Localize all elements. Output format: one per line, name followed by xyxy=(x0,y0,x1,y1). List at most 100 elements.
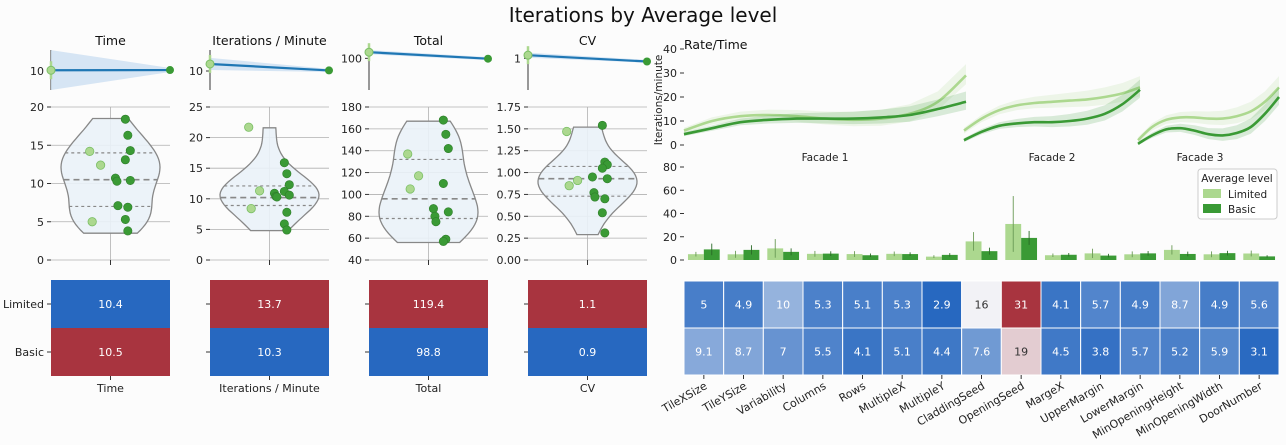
violin-basic-point xyxy=(112,176,122,186)
rate-facet-label: Facade 2 xyxy=(1029,152,1076,164)
heatmap-cell-label: 7 xyxy=(780,346,787,359)
violin-basic-point xyxy=(272,192,282,202)
violin-basic-point xyxy=(282,207,292,217)
heatmap-cell-label: 4.9 xyxy=(1211,299,1229,312)
violin-basic-point xyxy=(602,174,612,184)
heat-row-label: Limited xyxy=(3,298,44,311)
violin-basic-point xyxy=(284,190,294,200)
violin-basic-point xyxy=(587,172,597,182)
violin-basic-point xyxy=(120,214,130,224)
heatmap-cell xyxy=(921,327,963,376)
heatmap-cell-label: 5.9 xyxy=(1211,346,1229,359)
rate-basic-line xyxy=(1137,96,1281,145)
bar-basic xyxy=(981,251,998,260)
violin-ytick-label: 20 xyxy=(30,101,44,114)
violin-body xyxy=(378,120,479,244)
heatmap-cell-label: 5 xyxy=(700,299,707,312)
violin-ytick-label: 20 xyxy=(189,132,203,145)
heatmap-cell-label: 2.9 xyxy=(933,299,951,312)
violin-ytick-label: 1.50 xyxy=(497,123,522,136)
violin-basic-point xyxy=(113,201,123,211)
bar-basic xyxy=(1219,253,1236,260)
rate-ytick-label: 0 xyxy=(670,139,677,152)
heatmap-cell-label: 4.1 xyxy=(854,346,872,359)
violin-ytick-label: 120 xyxy=(341,167,362,180)
heatmap-cell-label: 16 xyxy=(975,299,989,312)
violin-limited-point xyxy=(413,171,424,181)
violin-limited-point xyxy=(564,181,574,191)
legend-label: Limited xyxy=(1228,189,1267,201)
rate-ytick-label: 20 xyxy=(663,91,677,104)
violin-ytick-label: 0 xyxy=(196,254,203,267)
trend-limited-marker xyxy=(46,65,56,75)
heatmap-cell xyxy=(961,327,1002,376)
violin-ytick-label: 160 xyxy=(341,123,362,136)
heatmap-cell-label: 10 xyxy=(776,299,790,312)
legend-swatch xyxy=(1203,189,1221,198)
violin-ytick-label: 80 xyxy=(348,210,362,223)
heatmap-cell-label: 5.7 xyxy=(1131,346,1149,359)
rate-basic-line xyxy=(683,100,967,136)
panel-title: CV xyxy=(579,33,597,48)
bar-basic xyxy=(783,251,800,260)
panel-total: Total 100 40 60 80 100 120 140 160 180 119.4 98.8 To… xyxy=(341,33,492,395)
violin-ytick-label: 60 xyxy=(348,232,362,245)
heat-cell-label: 98.8 xyxy=(416,346,441,359)
trend-ytick-label: 10 xyxy=(189,65,203,78)
trend-limited-marker xyxy=(205,59,215,69)
violin-body xyxy=(60,117,161,234)
violin-basic-point xyxy=(120,114,130,124)
bar-basic xyxy=(822,253,839,260)
heat-cell-label: 1.1 xyxy=(579,298,597,311)
bar-limited xyxy=(886,253,903,260)
rate-facet: Facade 3 xyxy=(1137,76,1281,164)
heatmap-cell xyxy=(842,280,883,329)
bar-ytick-label: 0 xyxy=(670,254,677,267)
panel-time: Time 10 0 5 10 15 20 10.4 Limited 10.5 Basic Time xyxy=(3,33,174,395)
rate-ytick-label: 30 xyxy=(663,67,677,80)
rate-limited-band xyxy=(964,76,1140,134)
violin-ytick-label: 5 xyxy=(196,223,203,236)
trend-line xyxy=(527,54,648,63)
panel-xlabel: Total xyxy=(415,382,442,395)
trend-limited-marker xyxy=(364,47,374,57)
heatmap-cell-label: 8.7 xyxy=(1171,299,1189,312)
violin-body xyxy=(219,127,320,232)
violin-basic-point xyxy=(438,236,448,246)
bar-basic xyxy=(1100,255,1117,260)
heatmap-cell xyxy=(723,327,764,376)
heat-cell-label: 0.9 xyxy=(579,346,597,359)
trend-line xyxy=(368,51,489,60)
violin-ytick-label: 0 xyxy=(37,254,44,267)
heatmap-cell-label: 5.7 xyxy=(1092,299,1110,312)
violin-basic-point xyxy=(597,120,607,130)
bar-basic xyxy=(743,249,760,260)
heat-row-label: Basic xyxy=(15,346,44,359)
rate-limited-band xyxy=(1138,76,1279,144)
rate-ylabel: Iterations/minute xyxy=(653,55,665,146)
heatmap-cell-label: 9.1 xyxy=(695,346,713,359)
rate-basic-band xyxy=(964,79,1140,143)
bar-basic xyxy=(902,254,919,260)
trend-ytick-label: 10 xyxy=(30,65,44,78)
violin-ytick-label: 140 xyxy=(341,145,362,158)
violin-basic-point xyxy=(282,169,292,179)
violin-ytick-label: 0.75 xyxy=(497,188,522,201)
violin-ytick-label: 100 xyxy=(341,188,362,201)
rate-basic-band xyxy=(684,91,966,137)
violin-ytick-label: 25 xyxy=(189,101,203,114)
violin-basic-point xyxy=(123,202,133,212)
heatmap-cell-label: 5.3 xyxy=(893,299,911,312)
violin-basic-point xyxy=(438,179,448,189)
violin-limited-point xyxy=(403,149,413,159)
heat-cell xyxy=(369,328,488,376)
panel-xlabel: Time xyxy=(96,382,124,395)
rate-ytick-label: 40 xyxy=(663,43,677,56)
heat-cell-label: 10.3 xyxy=(257,346,282,359)
bar-limited xyxy=(1163,249,1180,260)
violin-limited-point xyxy=(96,160,106,170)
violin-ytick-label: 15 xyxy=(30,139,44,152)
violin-basic-point xyxy=(284,180,294,190)
violin-limited-point xyxy=(572,175,583,186)
